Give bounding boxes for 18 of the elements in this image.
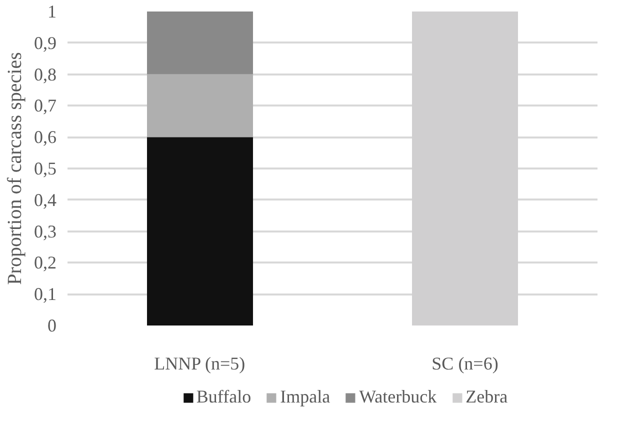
x-tick-label: SC (n=6)	[432, 354, 498, 374]
legend-label: Buffalo	[196, 386, 252, 408]
y-tick-label: 0,6	[34, 127, 56, 148]
y-tick-label: 0,4	[34, 190, 56, 210]
y-tick-label: 0,3	[34, 221, 56, 242]
y-axis-title: Proportion of carcass species	[4, 52, 26, 285]
y-tick-label: 0,9	[34, 32, 56, 53]
x-tick-label: LNNP (n=5)	[154, 354, 246, 374]
y-tick-label: 0,5	[34, 158, 56, 178]
legend-label: Zebra	[466, 386, 508, 408]
y-tick-label: 0,2	[34, 252, 56, 273]
legend-label: Impala	[280, 386, 330, 408]
y-tick-label: 0,8	[34, 64, 56, 84]
y-tick-label: 0,7	[34, 96, 56, 116]
y-tick-label: 0,1	[34, 284, 56, 304]
y-tick-label: 0	[48, 316, 56, 336]
legend-label: Waterbuck	[359, 386, 437, 408]
y-tick-label: 1	[48, 2, 56, 22]
